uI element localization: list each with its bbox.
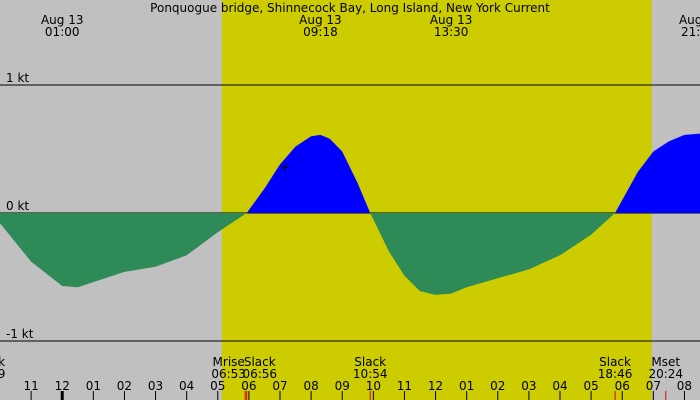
hour-tick-label: 02 — [490, 379, 505, 393]
y-tick-label: 0 kt — [6, 199, 29, 213]
hour-tick-label: 05 — [583, 379, 598, 393]
top-event-date: Aug 13 — [430, 13, 473, 27]
flood-area — [246, 134, 371, 213]
hour-tick-label: 03 — [521, 379, 536, 393]
hour-tick-label: 03 — [148, 379, 163, 393]
bottom-event-labels: k9Mrise06:53Slack06:56Slack10:54Slack18:… — [0, 355, 683, 381]
top-event-time: 09:18 — [303, 25, 338, 39]
hour-tick-label: 06 — [615, 379, 630, 393]
hour-tick-label: 01 — [86, 379, 101, 393]
bottom-event-time: 18:46 — [598, 367, 633, 381]
top-event-time: 13:30 — [434, 25, 469, 39]
bottom-event-time: 06:56 — [242, 367, 277, 381]
hour-tick-label: 07 — [646, 379, 661, 393]
hour-tick-label: 08 — [677, 379, 692, 393]
hour-tick-label: 12 — [428, 379, 443, 393]
bottom-event-label: Slack — [244, 355, 276, 369]
y-tick-labels: 1 kt 0 kt -1 kt — [6, 71, 34, 341]
hour-tick-label: 09 — [335, 379, 350, 393]
hour-tick-label: 01 — [459, 379, 474, 393]
hour-tick-label: 06 — [241, 379, 256, 393]
bottom-event-time: 9 — [0, 367, 5, 381]
hour-ticks: 11 12 01 02 03 04 05 06 07 08 09 10 11 12 01 02 03 04 05 06… — [23, 379, 692, 400]
hour-tick-label: 11 — [23, 379, 38, 393]
bottom-event-label: Slack — [354, 355, 386, 369]
bottom-event-label: k — [0, 355, 5, 369]
ebb-area — [370, 213, 616, 295]
flood-area — [615, 133, 700, 213]
hour-tick-label: 04 — [552, 379, 567, 393]
hour-tick-label: 12 — [55, 379, 70, 393]
top-event-time: 01:00 — [45, 25, 80, 39]
event-markers — [244, 391, 667, 400]
bottom-event-label: Mrise — [213, 355, 245, 369]
plus-marker: + — [280, 160, 290, 174]
bottom-event-time: 20:24 — [648, 367, 683, 381]
bottom-event-time: 10:54 — [353, 367, 388, 381]
chart-title: Ponquogue bridge, Shinnecock Bay, Long I… — [150, 1, 550, 15]
bottom-event-label: Slack — [599, 355, 631, 369]
y-tick-label: -1 kt — [6, 327, 34, 341]
top-event-date: Aug — [679, 13, 700, 27]
hour-tick-label: 05 — [210, 379, 225, 393]
hour-tick-label: 02 — [117, 379, 132, 393]
ebb-area — [0, 213, 247, 288]
bottom-event-label: Mset — [651, 355, 680, 369]
hour-tick-label: 04 — [179, 379, 194, 393]
bottom-event-time: 06:53 — [211, 367, 246, 381]
top-event-date: Aug 13 — [299, 13, 342, 27]
hour-tick-label: 07 — [272, 379, 287, 393]
hour-tick-label: 10 — [366, 379, 381, 393]
top-event-time: 21: — [681, 25, 700, 39]
current-areas — [0, 133, 700, 295]
hour-tick-label: 11 — [397, 379, 412, 393]
hour-tick-label: 08 — [303, 379, 318, 393]
y-tick-label: 1 kt — [6, 71, 29, 85]
top-event-date: Aug 13 — [41, 13, 84, 27]
